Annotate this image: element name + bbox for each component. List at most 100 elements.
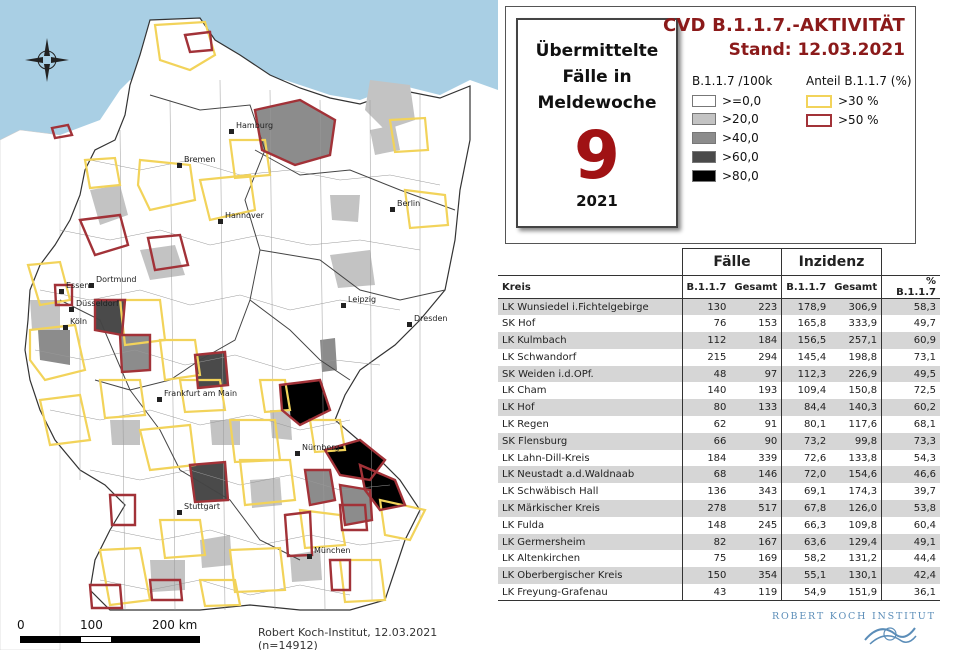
- value-cell: 294: [758, 351, 778, 363]
- legend-fill-item: >80,0: [692, 169, 759, 183]
- germany-map: Hamburg Bremen Berlin Hannover Dortmund Essen…: [0, 0, 498, 650]
- value-cell: 58,2: [781, 550, 831, 568]
- table-row: SK Weiden i.d.OPf. 48 97 112,3 226,9 49,5: [498, 365, 940, 383]
- value-cell: 60,4: [881, 516, 940, 534]
- value-cell: 63,6: [781, 533, 831, 551]
- column-header: % B.1.1.7: [881, 275, 940, 299]
- city-marker: [307, 554, 312, 559]
- value-cell: 145,4: [781, 348, 831, 366]
- value-cell: 99,8: [830, 432, 882, 450]
- table-row: LK Cham 140 193 109,4 150,8 72,5: [498, 382, 940, 400]
- value-cell: 154,6: [830, 466, 882, 484]
- value-cell: 80,1: [781, 416, 831, 433]
- value-cell: 54,9: [781, 584, 831, 602]
- cvd-title: CVD B.1.1.7.-AKTIVITÄT: [662, 15, 905, 36]
- value-cell: 146: [730, 466, 782, 484]
- value-cell: 112,3: [781, 365, 831, 383]
- city-label: Dresden: [414, 314, 447, 323]
- district-name-cell: LK Regen: [502, 418, 549, 430]
- value-cell: 62: [681, 416, 731, 433]
- district-name-cell: SK Flensburg: [498, 432, 682, 450]
- district-name-cell: SK Hof: [502, 318, 536, 330]
- city-label: Leipzig: [348, 295, 376, 304]
- value-cell: 72,0: [781, 466, 831, 484]
- district-name-cell: LK Hof: [498, 399, 682, 417]
- value-cell: 130: [681, 298, 731, 316]
- scale-label-0: 0: [17, 618, 25, 632]
- compass-icon: [25, 38, 69, 82]
- city-marker: [341, 303, 346, 308]
- legend-outline-label: >30 %: [838, 94, 879, 108]
- district-name-cell: LK Schwandorf: [502, 351, 577, 363]
- city-marker: [177, 163, 182, 168]
- value-cell: 60,2: [881, 399, 940, 417]
- table-row: LK Altenkirchen 75 169 58,2 131,2 44,4: [498, 550, 940, 568]
- district-name-cell: LK Freyung-Grafenau: [498, 584, 682, 602]
- column-header: Kreis: [498, 275, 682, 299]
- district-name-cell: LK Altenkirchen: [502, 553, 581, 565]
- value-cell: 91: [764, 418, 778, 430]
- table-row: SK Hof 76 153 165,8 333,9 49,7: [498, 315, 940, 333]
- legend-fill-item: >=0,0: [692, 94, 761, 108]
- data-table: Kreis B.1.1.7 Gesamt B.1.1.7 Gesamt % B.…: [498, 275, 940, 602]
- map-panel: Hamburg Bremen Berlin Hannover Dortmund Essen…: [0, 0, 498, 650]
- baltic-sea: [210, 0, 498, 100]
- week-year: 2021: [576, 192, 618, 210]
- value-cell: 90: [730, 432, 782, 450]
- value-cell: 80: [681, 399, 731, 417]
- table-header-row: Kreis B.1.1.7 Gesamt B.1.1.7 Gesamt % B.…: [498, 275, 940, 299]
- city-marker: [177, 510, 182, 515]
- value-cell: 119: [730, 584, 782, 602]
- table-row: LK Wunsiedel i.Fichtelgebirge 130 223 178,9…: [498, 298, 940, 316]
- column-header: B.1.1.7: [681, 275, 731, 299]
- week-number: 9: [574, 117, 620, 194]
- table-row: LK Regen 62 91 80,1 117,6 68,1: [498, 416, 940, 433]
- table-row: LK Neustadt a.d.Waldnaab 68 146 72,0 154,6 46…: [498, 466, 940, 484]
- value-cell: 343: [758, 486, 778, 498]
- table-row: LK Oberbergischer Kreis 150 354 55,1 130,1 42…: [498, 567, 940, 585]
- city-label: Nürnberg: [302, 443, 340, 452]
- city-marker: [63, 325, 68, 330]
- value-cell: 140: [681, 382, 731, 400]
- city-label: Düsseldorf: [76, 299, 119, 308]
- value-cell: 73,2: [781, 432, 831, 450]
- district-name-cell: LK Wunsiedel i.Fichtelgebirge: [498, 298, 682, 316]
- value-cell: 178,9: [781, 298, 831, 316]
- scale-bar: [20, 636, 200, 643]
- table-row: LK Germersheim 82 167 63,6 129,4 49,1: [498, 533, 940, 551]
- district-boundaries: [34, 79, 441, 611]
- value-cell: 66,3: [781, 516, 831, 534]
- value-cell: 198,8: [848, 351, 878, 363]
- legend-outline-item: >30 %: [806, 94, 879, 108]
- state-boundaries: [59, 94, 456, 561]
- value-cell: 278: [681, 500, 731, 517]
- north-sea: [0, 0, 160, 140]
- value-cell: 66: [681, 432, 731, 450]
- value-cell: 97: [730, 365, 782, 383]
- value-cell: 49,1: [881, 533, 940, 551]
- column-header: Gesamt: [830, 275, 882, 299]
- district-name-cell: LK Germersheim: [498, 533, 682, 551]
- value-cell: 226,9: [830, 365, 882, 383]
- value-cell: 39,7: [881, 483, 940, 501]
- value-cell: 49,7: [881, 315, 940, 333]
- table-row: LK Hof 80 133 84,4 140,3 60,2: [498, 399, 940, 417]
- legend-outline-label: >50 %: [838, 113, 879, 127]
- value-cell: 130,1: [830, 567, 882, 585]
- value-cell: 76: [681, 315, 731, 333]
- legend-swatch: [692, 113, 716, 125]
- value-cell: 245: [758, 519, 778, 531]
- city-label: Hamburg: [236, 121, 273, 130]
- value-cell: 133: [730, 399, 782, 417]
- map-credit: Robert Koch-Institut, 12.03.2021 (n=1491…: [258, 626, 438, 650]
- district-name-cell: SK Weiden i.d.OPf.: [498, 365, 682, 383]
- legend-fill-label: >20,0: [722, 112, 759, 126]
- rki-logo-text: ROBERT KOCH INSTITUT: [772, 611, 936, 622]
- value-cell: 84,4: [781, 399, 831, 417]
- value-cell: 129,4: [830, 533, 882, 551]
- legend-swatch: [692, 170, 716, 182]
- city-marker: [295, 451, 300, 456]
- value-cell: 257,1: [830, 332, 882, 349]
- table-row: LK Fulda 148 245 66,3 109,8 60,4: [498, 516, 940, 534]
- value-cell: 44,4: [881, 550, 940, 568]
